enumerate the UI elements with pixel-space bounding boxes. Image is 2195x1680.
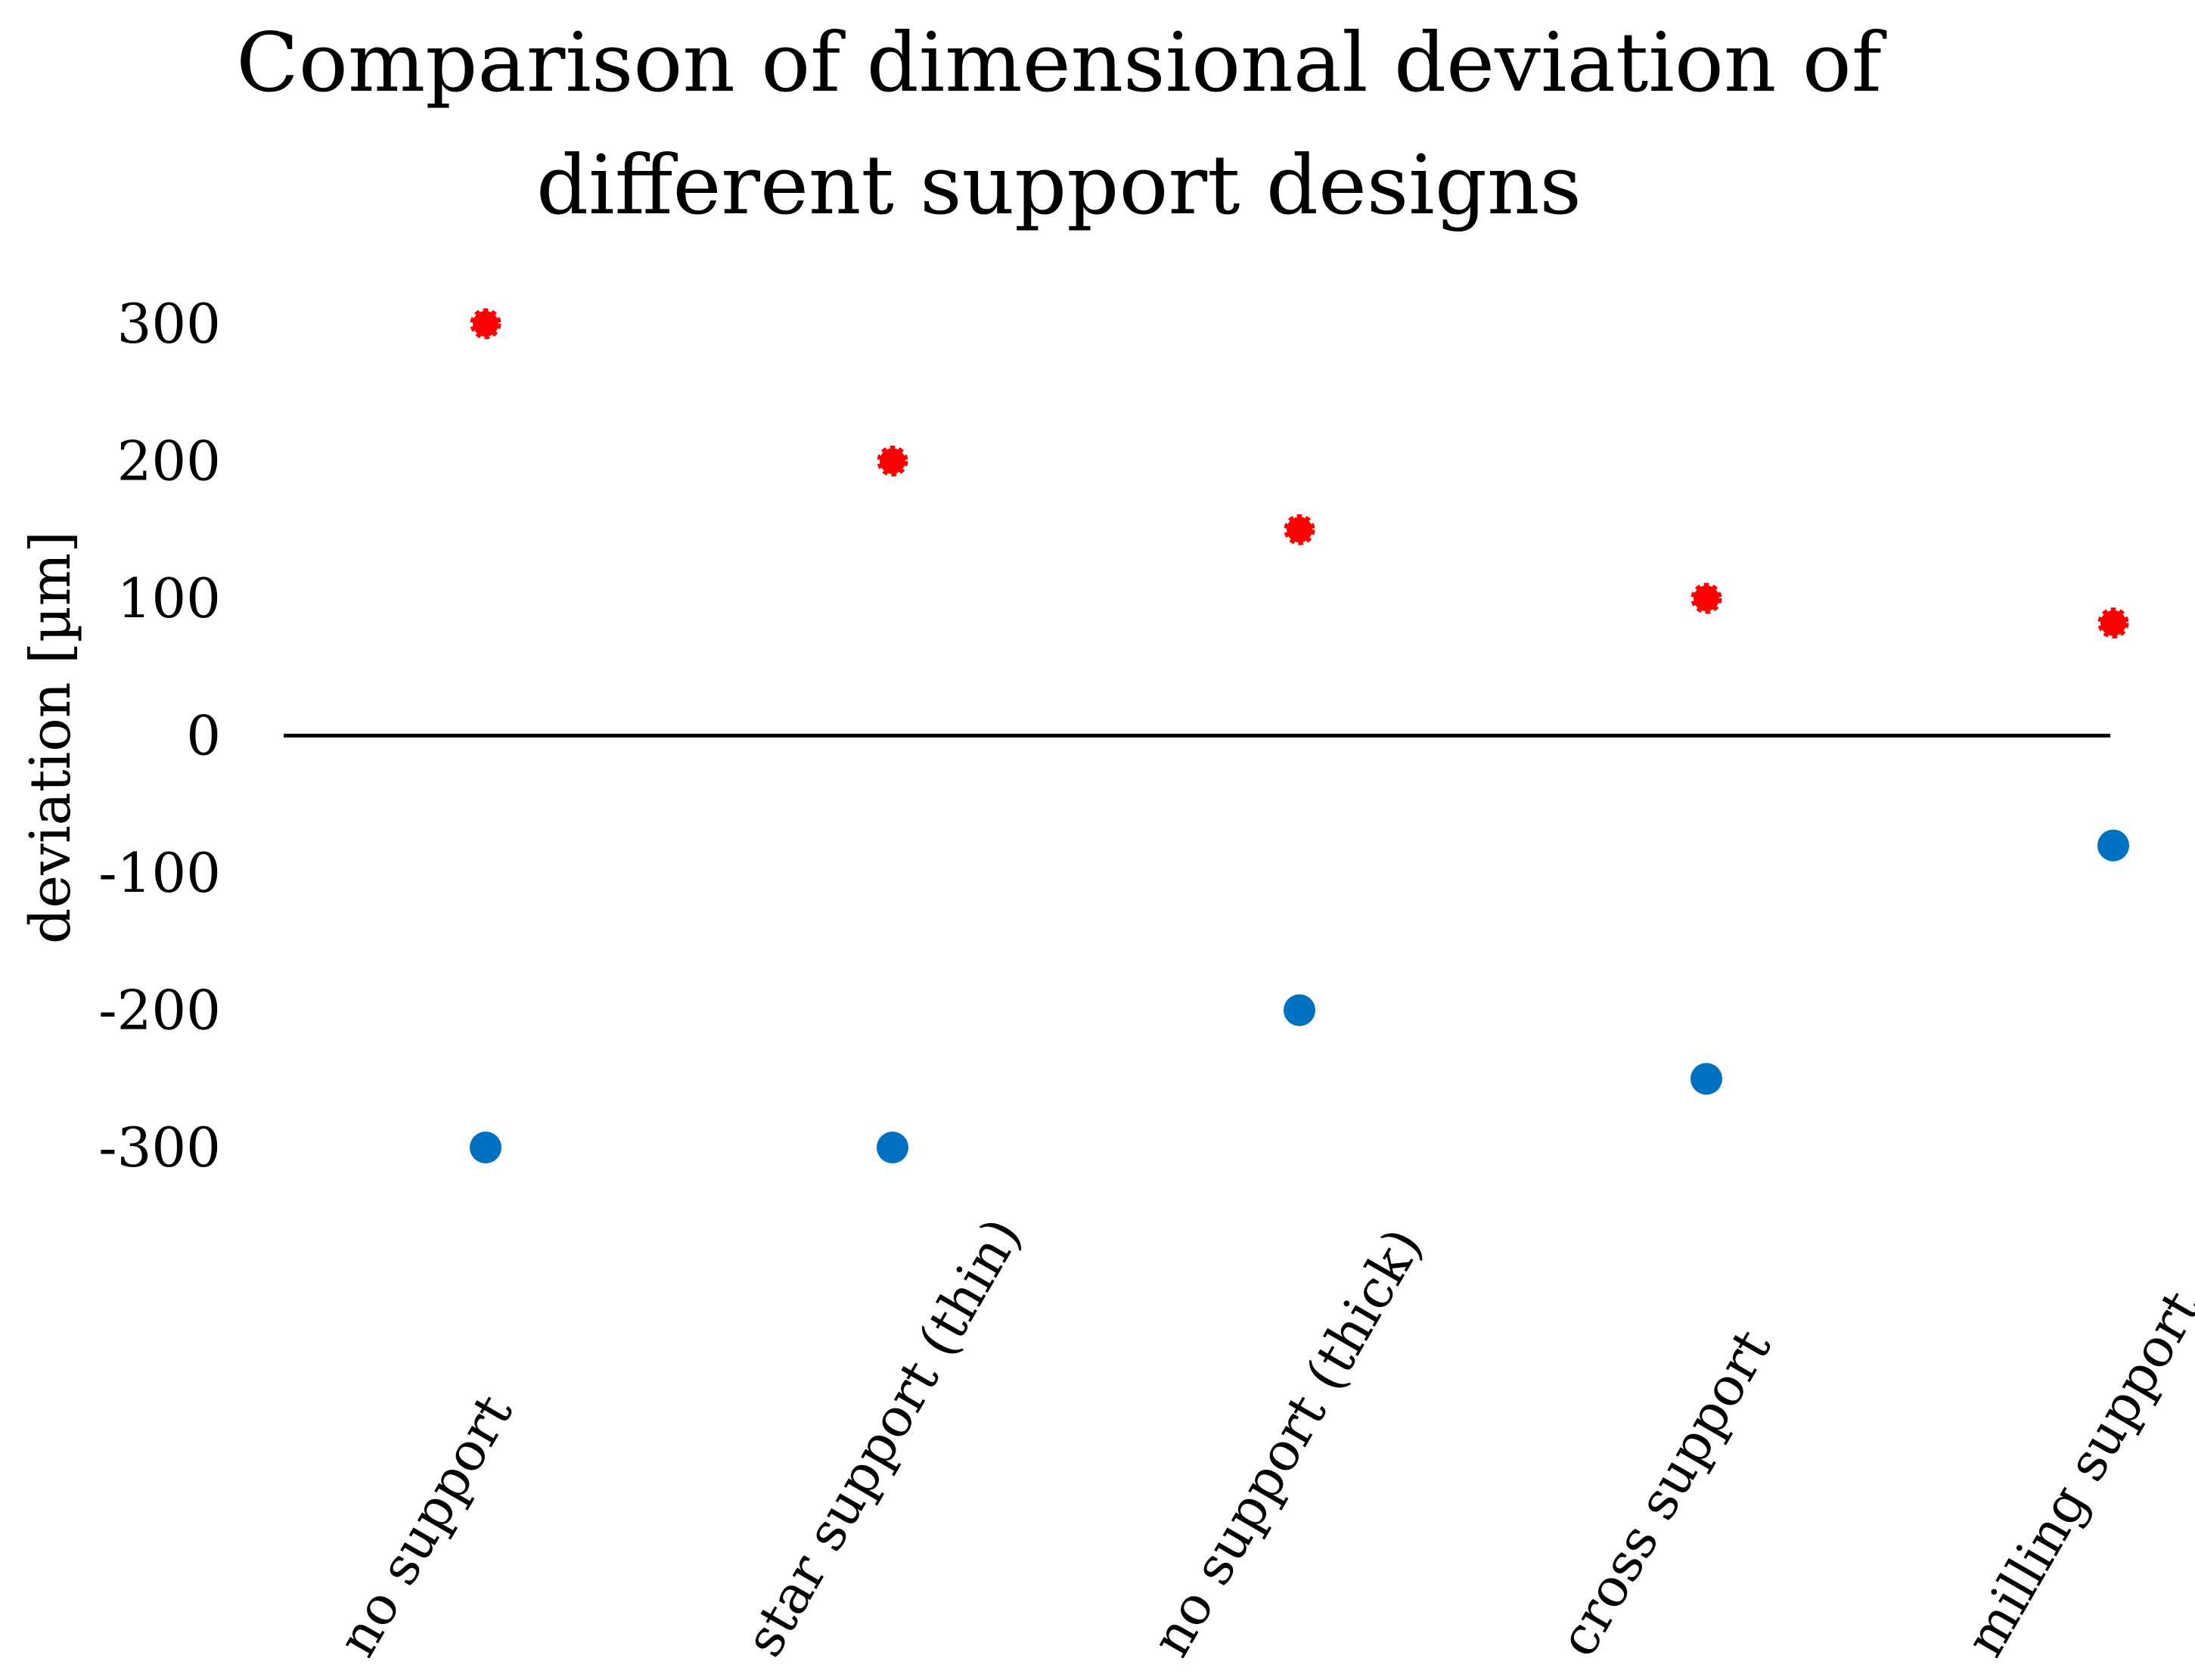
data-points — [470, 308, 2129, 1163]
data-point — [470, 308, 501, 340]
data-point — [2097, 829, 2129, 862]
y-tick-label: -100 — [98, 841, 221, 905]
x-category-label: cross support — [1547, 1319, 1784, 1667]
chart-title-line-1: Comparison of dimensional deviation of — [236, 16, 1887, 110]
x-category-label: milling support — [1954, 1281, 2195, 1667]
data-point — [1284, 994, 1315, 1026]
chart-title-line-2: different support designs — [536, 138, 1582, 233]
chart-title: Comparison of dimensional deviation of d… — [236, 16, 1887, 233]
data-point — [1284, 514, 1315, 545]
y-tick-label: -300 — [98, 1116, 221, 1179]
x-category-label: star support (thin) — [733, 1208, 1034, 1667]
y-tick-label: 200 — [117, 430, 221, 493]
y-tick-label: -200 — [98, 979, 221, 1042]
y-tick-label: 0 — [186, 704, 221, 768]
data-point — [1690, 582, 1722, 614]
y-tick-label: 100 — [117, 567, 221, 630]
data-point — [1690, 1063, 1722, 1095]
data-point — [470, 1132, 501, 1163]
x-category-label: no support (thick) — [1140, 1218, 1435, 1666]
data-point — [877, 1132, 908, 1163]
data-point — [877, 446, 908, 477]
data-point — [2097, 607, 2129, 639]
y-axis-title: deviation [µm] — [18, 531, 83, 944]
x-axis-category-labels: no support star support (thin) no support … — [326, 1208, 2195, 1667]
y-tick-label: 300 — [117, 292, 221, 356]
x-category-label: no support — [326, 1384, 525, 1666]
y-axis-tick-labels: 300 200 100 0 -100 -200 -300 — [98, 292, 221, 1179]
